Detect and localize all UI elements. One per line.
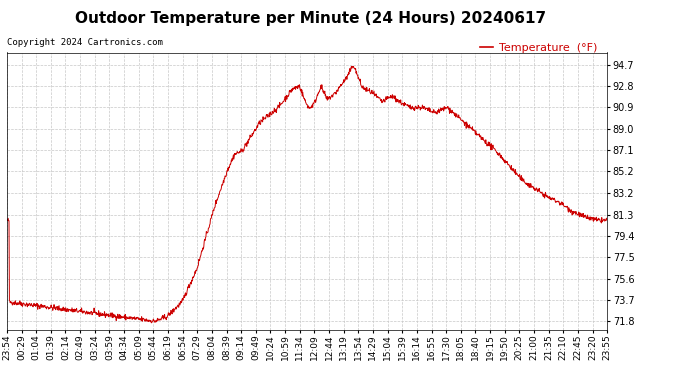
Text: Copyright 2024 Cartronics.com: Copyright 2024 Cartronics.com	[7, 38, 163, 47]
Text: Outdoor Temperature per Minute (24 Hours) 20240617: Outdoor Temperature per Minute (24 Hours…	[75, 11, 546, 26]
Legend: Temperature  (°F): Temperature (°F)	[475, 39, 602, 57]
